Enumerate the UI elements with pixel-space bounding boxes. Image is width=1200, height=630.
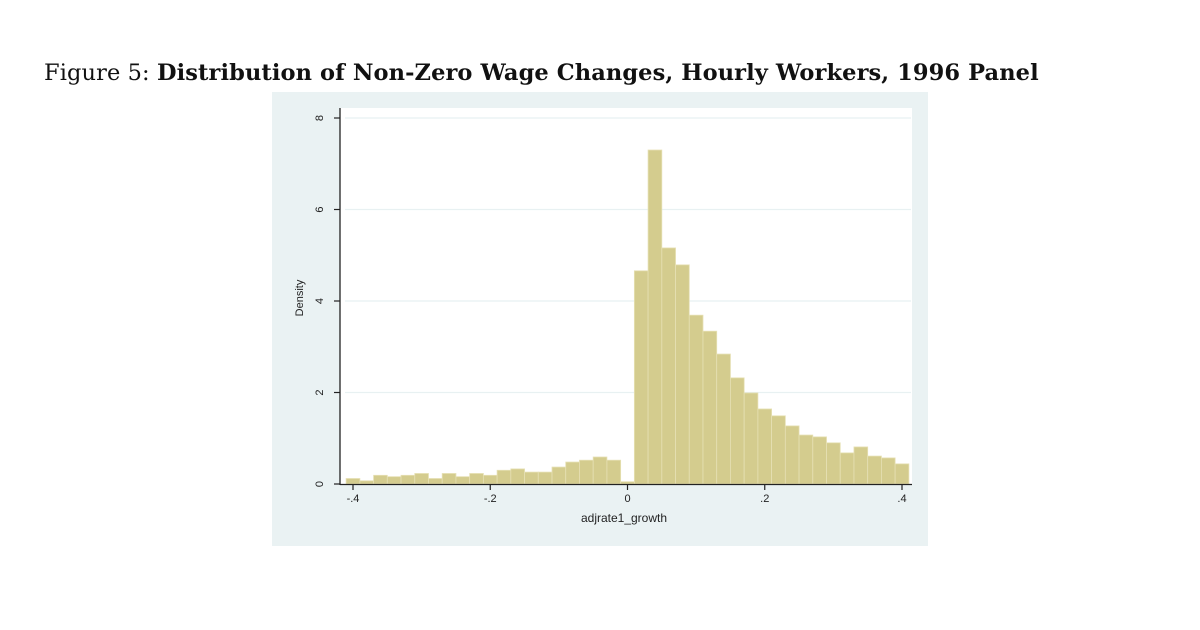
histogram-bar [743,392,759,485]
histogram-bar [565,461,580,485]
histogram-bar [798,434,814,485]
histogram-bars [345,149,910,485]
histogram-bar [730,377,745,485]
x-tick-label: -.4 [347,493,360,505]
histogram-bar [771,415,786,485]
y-tick-label: 4 [314,298,326,304]
histogram-bar [716,353,731,485]
histogram-bar [359,480,374,485]
histogram-bar [867,455,882,485]
histogram-bar [482,474,498,485]
histogram-bar [784,425,800,485]
histogram-bar [496,469,512,485]
histogram-bar [881,457,896,485]
x-tick-label: .2 [760,493,769,505]
histogram-bar [537,471,553,485]
y-tick-label: 8 [314,115,326,121]
histogram-bar [345,478,361,485]
histogram-bar [524,471,539,485]
histogram-bar [675,264,690,485]
histogram-bar [647,149,663,485]
x-tick-label: .4 [897,493,906,505]
histogram-bar [894,463,910,485]
histogram-bar [620,481,635,485]
histogram-bar [606,459,622,485]
x-tick-label: 0 [624,493,630,505]
figure-label: Figure 5: [44,60,150,86]
gridlines [345,117,911,394]
y-tick-label: 2 [314,389,326,395]
histogram-bar [455,476,471,485]
histogram-bar [414,473,429,485]
histogram-bar [579,459,594,485]
histogram-bar [702,330,718,485]
histogram-bar [386,476,402,485]
histogram-bar [826,442,841,485]
histogram-bar [839,452,855,485]
y-tick-label: 0 [314,481,326,487]
x-axis-label: adjrate1_growth [581,511,667,525]
y-tick-label: 6 [314,206,326,212]
x-tick-label: -.2 [484,493,497,505]
histogram-bar [428,478,443,485]
histogram-bar [757,408,773,485]
figure-caption: Figure 5: Distribution of Non-Zero Wage … [44,60,1164,86]
histogram-bar [853,446,869,485]
histogram-bar [661,247,676,485]
histogram-bar [510,468,525,485]
histogram-bar [373,474,388,485]
histogram-bar [592,456,608,485]
histogram-bar [551,466,567,485]
histogram-bar [812,436,827,485]
axes: 0 2 4 6 8 -.4 -.2 0 .2 .4 [314,108,912,505]
plot-area [340,108,912,484]
histogram-bar [633,270,649,485]
y-axis-label: Density [294,279,306,316]
figure-title: Distribution of Non-Zero Wage Changes, H… [157,60,1039,86]
histogram-bar [400,474,416,485]
histogram-bar [469,473,484,485]
histogram-bar [441,473,457,485]
histogram-bar [688,314,704,485]
